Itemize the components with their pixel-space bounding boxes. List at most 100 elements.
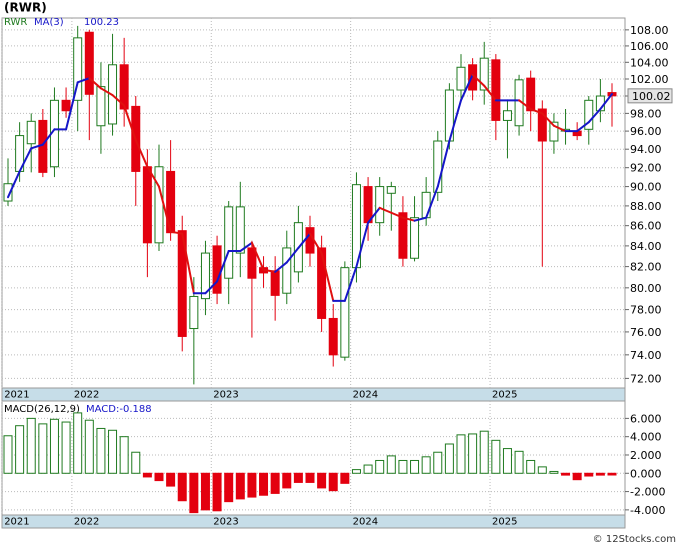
candle-body (479, 57, 489, 91)
x-tick-label: 2024 (353, 517, 378, 528)
price-marker-label: 100.02 (632, 90, 671, 103)
ma-segment (158, 185, 172, 233)
ma-segment (378, 206, 393, 214)
y-tick-label: 108.00 (630, 24, 669, 37)
ma-segment (262, 268, 277, 273)
ma-segment (552, 124, 567, 133)
macd-bar (305, 472, 315, 483)
macd-bar (491, 439, 501, 474)
macd-bar (398, 459, 408, 474)
y-tick-label: 84.00 (630, 240, 662, 253)
macd-bar (526, 459, 536, 474)
macd-bar (584, 472, 594, 477)
ma-segment (146, 165, 160, 188)
candle-body (328, 317, 338, 356)
ma-segment (425, 185, 439, 219)
candle-body (421, 191, 431, 219)
ma-segment (343, 265, 358, 302)
ma-segment (181, 232, 195, 295)
macd-bar (561, 472, 571, 476)
candle-body (375, 186, 385, 224)
macd-readout: MACD:-0.188 (86, 404, 152, 415)
candle-body (270, 270, 280, 296)
y-tick-label: 94.00 (630, 143, 662, 156)
ma-segment (448, 99, 462, 143)
candle-body (73, 37, 83, 101)
ma-segment (587, 108, 602, 124)
candle-body (410, 217, 420, 259)
ma-segment (134, 139, 149, 168)
y-tick-label: 72.00 (630, 372, 662, 385)
macd-bar (363, 464, 373, 474)
y-tick-label: -4.000 (630, 504, 665, 517)
date-band (1, 387, 626, 402)
ma-segment (436, 140, 451, 188)
macd-bar (502, 448, 512, 474)
macd-bar (375, 459, 385, 474)
ma-segment (413, 216, 428, 222)
ma-segment (169, 230, 184, 235)
ma-segment (576, 121, 590, 133)
legend-value: 100.23 (84, 17, 119, 28)
macd-bar (456, 434, 466, 474)
ma-segment (30, 143, 44, 150)
macd-bar (247, 472, 257, 498)
macd-bar (166, 472, 176, 487)
ma-segment (460, 73, 474, 102)
y-tick-label: 98.00 (630, 107, 662, 120)
x-tick-label: 2023 (213, 390, 238, 401)
ma-segment (204, 280, 219, 295)
macd-title: MACD(26,12,9) (4, 404, 80, 415)
ma-segment (297, 232, 311, 249)
macd-bar (537, 466, 547, 474)
candle-body (119, 64, 129, 110)
candle-body (61, 99, 71, 112)
ma-segment (320, 252, 335, 302)
macd-bar (108, 429, 118, 474)
macd-bar (3, 435, 13, 474)
candle-body (433, 140, 443, 193)
candle-body (96, 86, 106, 127)
candle-body (177, 230, 187, 337)
ma-segment (518, 99, 532, 111)
y-tick-label: 86.00 (630, 220, 662, 233)
macd-bar (212, 472, 222, 512)
candle-body (282, 247, 292, 294)
y-tick-label: 90.00 (630, 181, 662, 194)
macd-bar (131, 451, 141, 474)
y-tick-label: 78.00 (630, 304, 662, 317)
ma-segment (41, 128, 56, 146)
y-tick-label: 2.000 (630, 449, 662, 462)
x-tick-label: 2022 (74, 517, 99, 528)
macd-bar (73, 412, 83, 474)
candle-body (189, 295, 199, 330)
ma-segment (250, 241, 265, 271)
ma-segment (355, 221, 370, 268)
candle-body (3, 183, 13, 202)
candle-body (398, 212, 408, 259)
candle-body (317, 247, 327, 319)
x-tick-label: 2022 (74, 390, 99, 401)
macd-bar (142, 472, 152, 478)
y-tick-label: 88.00 (630, 200, 662, 213)
macd-bar (549, 470, 559, 474)
price-marker (627, 88, 673, 104)
legend-item: MA(3) (34, 17, 64, 28)
macd-bar (410, 459, 420, 474)
macd-bar (421, 456, 431, 474)
macd-bar (189, 472, 199, 514)
y-tick-label: 92.00 (630, 162, 662, 175)
x-tick-label: 2025 (492, 517, 517, 528)
y-tick-label: 102.00 (630, 73, 669, 86)
ma-segment (401, 216, 416, 222)
macd-bar (595, 472, 605, 476)
macd-bar (61, 421, 71, 474)
candle-body (142, 166, 152, 244)
candle-body (154, 166, 164, 244)
ma-segment (274, 261, 288, 273)
macd-bar (351, 469, 361, 474)
candle-body (526, 77, 536, 112)
ma-segment (529, 108, 544, 115)
macd-bar (340, 472, 350, 484)
